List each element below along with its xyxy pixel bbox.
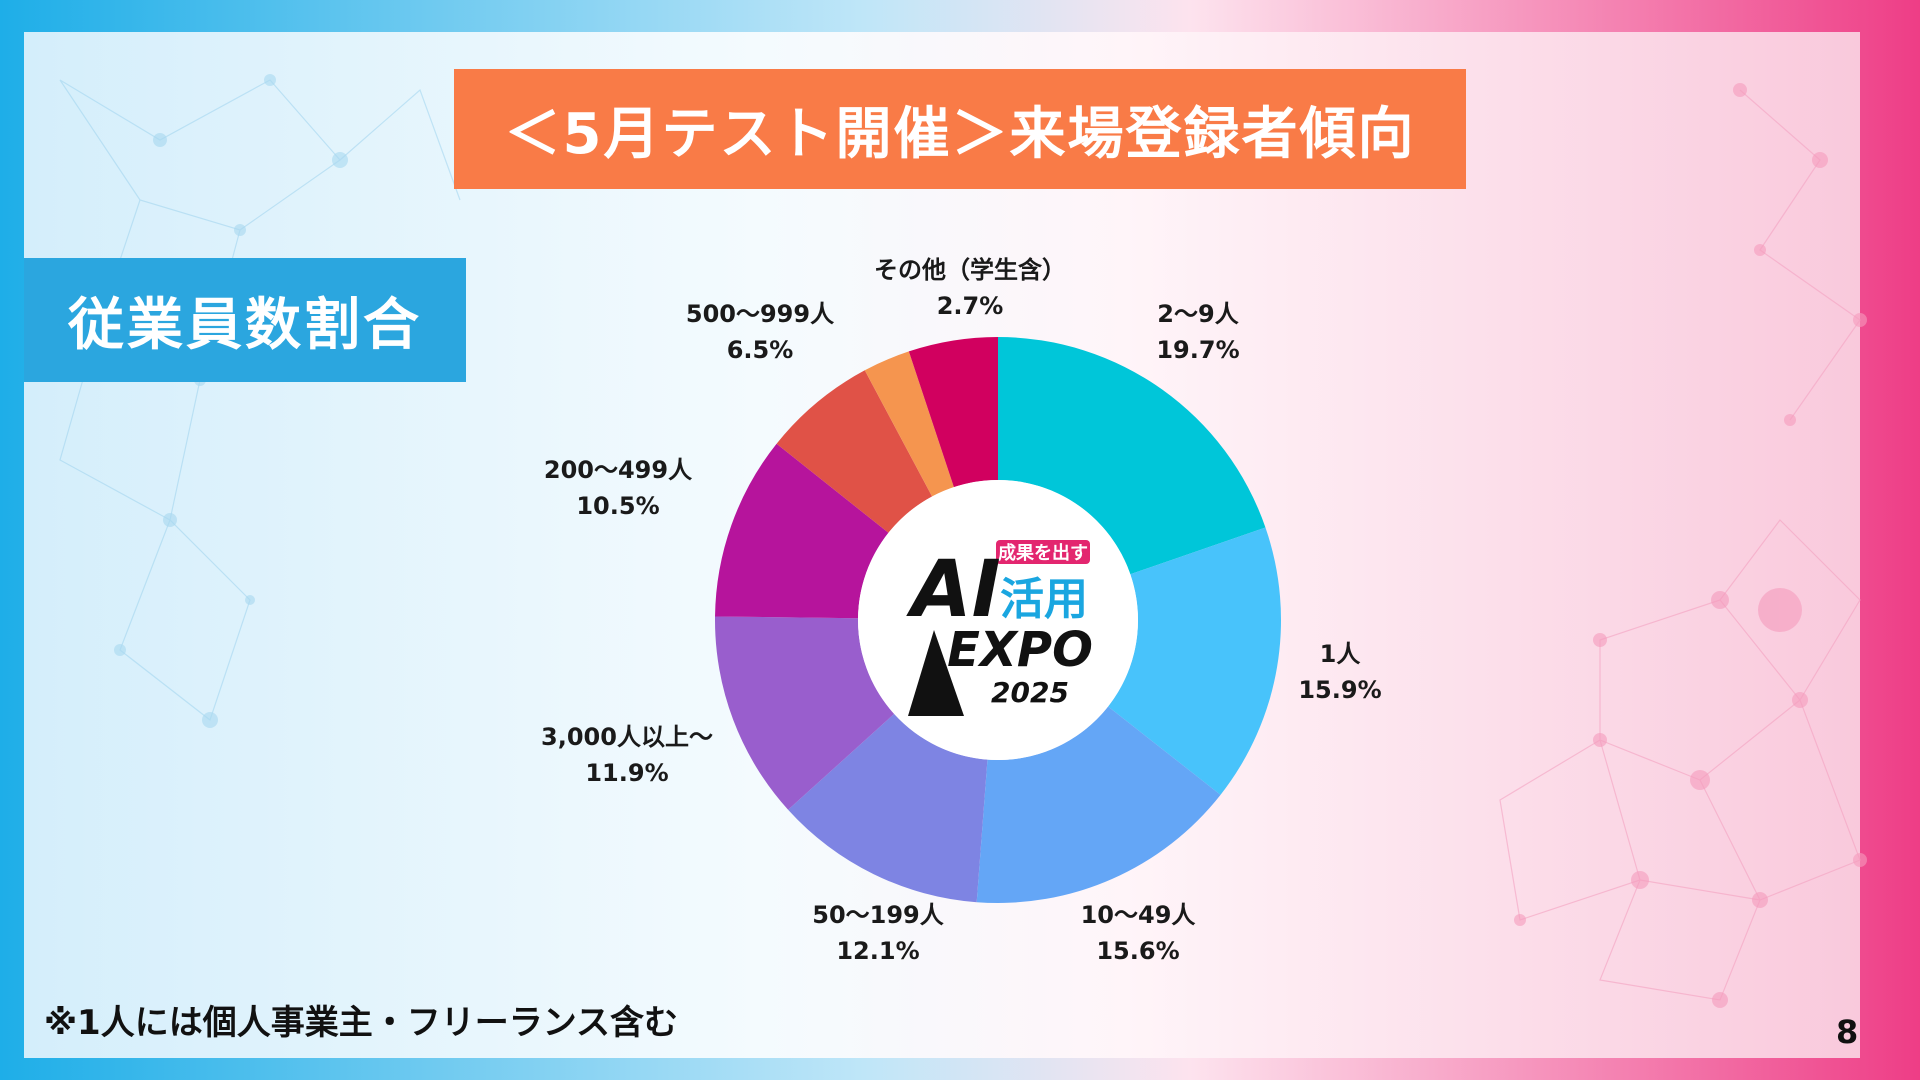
logo-tagline: 成果を出す: [998, 542, 1088, 564]
section-label: 従業員数割合: [68, 292, 422, 358]
expo-logo: 成果を出す AI 活用 EXPO 2025: [905, 540, 1093, 716]
slice-value-8: 2.7%: [937, 292, 1004, 320]
page-title: ＜5月テスト開催＞来場登録者傾向: [504, 101, 1416, 167]
slice-value-4: 12.1%: [836, 937, 919, 965]
slice-label-6: 200～499人: [544, 456, 692, 484]
pie-slice-5: [714, 616, 895, 810]
page-number: 8: [1836, 1013, 1859, 1051]
slice-value-6: 10.5%: [576, 492, 659, 520]
slice-value-5: 11.9%: [585, 759, 668, 787]
title-banner: ＜5月テスト開催＞来場登録者傾向: [454, 69, 1466, 189]
logo-mountain-shape: [908, 630, 964, 716]
slice-value-2: 15.9%: [1298, 676, 1381, 704]
slice-value-1: 19.7%: [1156, 336, 1239, 364]
slice-label-3: 10～49人: [1081, 901, 1196, 929]
slice-label-8: その他（学生含）: [874, 256, 1066, 284]
logo-year: 2025: [991, 676, 1069, 709]
pie-slice-7: [776, 370, 933, 533]
slice-label-4: 50～199人: [812, 901, 944, 929]
footnote: ※1人には個人事業主・フリーランス含む: [44, 1003, 679, 1043]
pie-slice-9: [908, 337, 998, 488]
logo-expo: EXPO: [947, 622, 1093, 678]
logo-katsuyo: 活用: [1000, 574, 1088, 625]
pie-slice-4: [788, 713, 988, 903]
pie-slice-6: [715, 443, 889, 619]
slice-label-2: 1人: [1320, 640, 1361, 668]
logo-tagline-badge: [996, 540, 1090, 564]
slice-label-7: 500～999人: [686, 300, 834, 328]
pie-slice-3: [976, 706, 1221, 903]
pie-slice-8: [864, 351, 954, 497]
pie-slice-1: [998, 337, 1266, 575]
pie-slice-2: [1108, 527, 1281, 795]
slice-label-1: 2～9人: [1157, 300, 1238, 328]
slice-value-3: 15.6%: [1096, 937, 1179, 965]
slice-label-5: 3,000人以上～: [541, 723, 713, 751]
section-banner: 従業員数割合: [24, 258, 466, 382]
logo-ai: AI: [905, 545, 1000, 635]
slice-value-7: 6.5%: [727, 336, 794, 364]
